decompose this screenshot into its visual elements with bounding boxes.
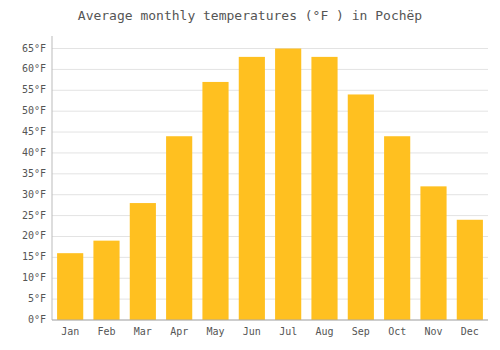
bar [239,57,265,320]
x-tick-labels: Jan Feb Mar Apr May Jun Jul Aug Sep Oct Nov Dec [61,326,479,337]
bar [348,94,374,320]
bar [384,136,410,320]
y-tick-label: 45°F [22,126,46,137]
x-tick-label: May [206,326,224,337]
bar [311,57,337,320]
grid-line [52,320,488,321]
bar [93,241,119,320]
y-tick-label: 65°F [22,43,46,54]
grid-line [52,111,488,112]
bar [130,203,156,320]
y-tick-label: 60°F [22,63,46,74]
x-tick-label: Nov [424,326,442,337]
bar [457,220,483,320]
y-tick-label: 5°F [28,293,46,304]
bars [57,49,483,320]
bar [202,82,228,320]
x-tick-label: Sep [352,326,370,337]
y-tick-label: 25°F [22,210,46,221]
y-tick-label: 20°F [22,230,46,241]
y-tick-label: 0°F [28,314,46,325]
chart-container: 0°F 5°F 10°F 15°F 20°F 25°F 30°F 35°F 40°F 45°F 50… [0,0,500,350]
y-tick-label: 15°F [22,251,46,262]
x-tick-label: Feb [97,326,115,337]
x-tick-label: Jun [243,326,261,337]
x-tick-label: Jan [61,326,79,337]
x-axis-line [52,320,488,321]
x-tick-label: Oct [388,326,406,337]
x-tick-label: Mar [134,326,152,337]
y-tick-label: 10°F [22,272,46,283]
bar [57,253,83,320]
y-tick-label: 35°F [22,168,46,179]
y-grid [52,49,488,320]
grid-line [52,132,488,133]
grid-line [52,173,488,174]
y-tick-label: 55°F [22,84,46,95]
y-tick-labels: 0°F 5°F 10°F 15°F 20°F 25°F 30°F 35°F 40°F 45°F 50… [22,43,46,325]
y-tick-label: 30°F [22,189,46,200]
bar [420,186,446,320]
x-tick-label: Aug [315,326,333,337]
x-tick-label: Apr [170,326,188,337]
y-tick-label: 50°F [22,105,46,116]
grid-line [52,90,488,91]
chart: 0°F 5°F 10°F 15°F 20°F 25°F 30°F 35°F 40°F 45°F 50… [0,0,500,350]
y-tick-label: 40°F [22,147,46,158]
grid-line [52,69,488,70]
grid-line [52,48,488,49]
grid-line [52,152,488,153]
x-tick-label: Jul [279,326,297,337]
y-axis-line [52,36,53,320]
bar [166,136,192,320]
bar [275,49,301,320]
title: Average monthly temperatures (°F ) in Po… [78,8,423,23]
x-tick-label: Dec [461,326,479,337]
